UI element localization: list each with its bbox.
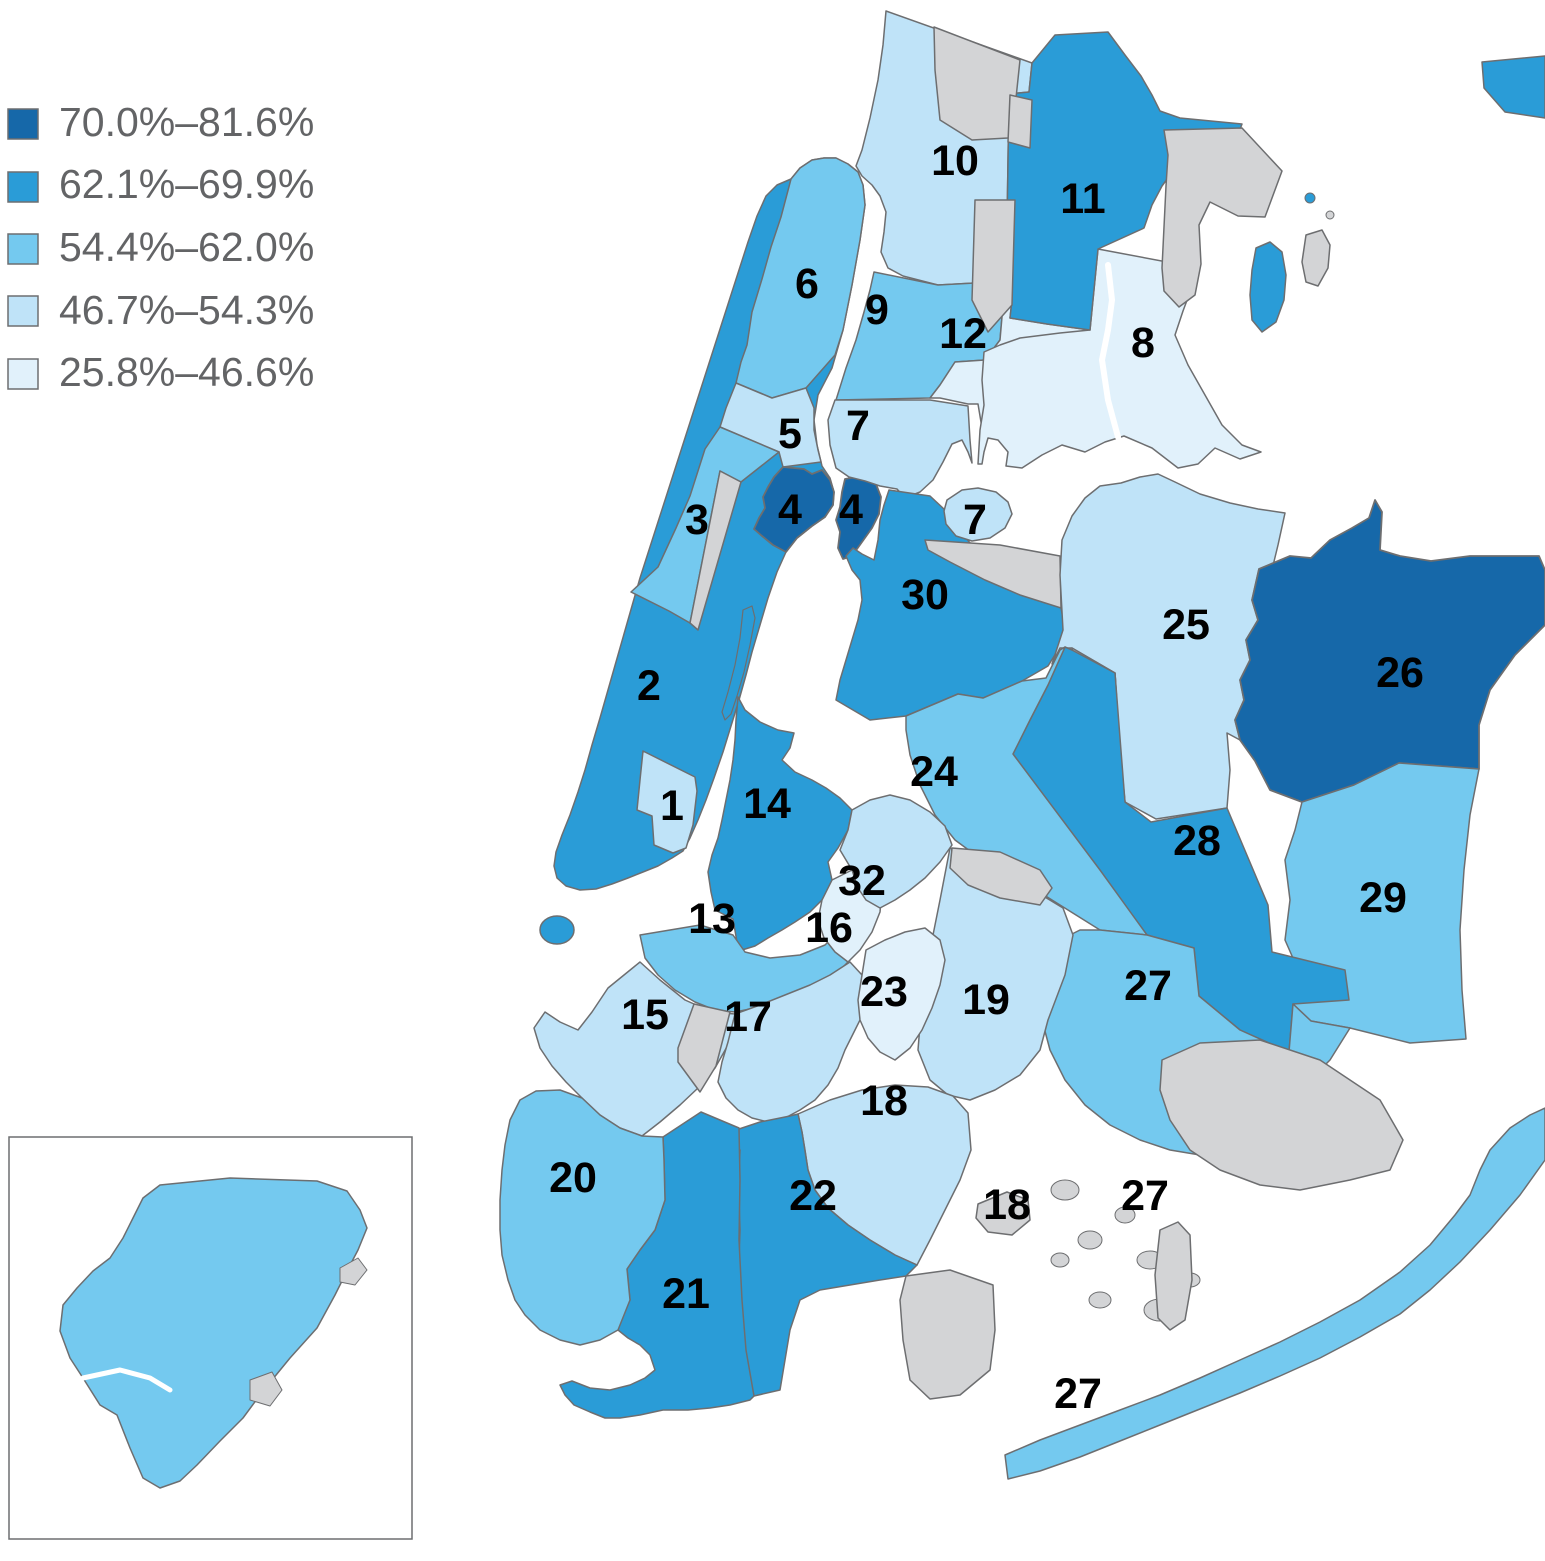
svg-text:5: 5 — [778, 410, 802, 458]
svg-text:16: 16 — [805, 904, 853, 952]
svg-text:30: 30 — [901, 571, 949, 619]
svg-text:19: 19 — [962, 976, 1010, 1024]
svg-text:2: 2 — [637, 662, 661, 710]
svg-text:8: 8 — [1131, 319, 1155, 367]
svg-text:27: 27 — [1054, 1370, 1102, 1418]
svg-text:11: 11 — [1060, 175, 1105, 223]
svg-text:4: 4 — [839, 486, 863, 534]
svg-text:3: 3 — [685, 496, 709, 544]
svg-text:20: 20 — [549, 1154, 597, 1202]
svg-text:7: 7 — [963, 496, 987, 544]
svg-text:15: 15 — [621, 991, 669, 1039]
svg-text:24: 24 — [910, 748, 958, 796]
svg-text:46.7%–54.3%: 46.7%–54.3% — [59, 287, 314, 333]
svg-text:70.0%–81.6%: 70.0%–81.6% — [59, 99, 314, 145]
svg-text:27: 27 — [1124, 962, 1172, 1010]
svg-text:13: 13 — [688, 895, 736, 943]
svg-text:21: 21 — [662, 1270, 710, 1318]
svg-text:17: 17 — [724, 993, 772, 1041]
svg-text:25.8%–46.6%: 25.8%–46.6% — [59, 349, 314, 395]
svg-text:18: 18 — [860, 1077, 908, 1125]
svg-text:22: 22 — [789, 1172, 837, 1220]
svg-text:32: 32 — [838, 857, 886, 905]
svg-text:26: 26 — [1376, 649, 1424, 697]
svg-text:1: 1 — [660, 782, 684, 830]
svg-text:29: 29 — [1359, 874, 1407, 922]
svg-text:23: 23 — [860, 968, 908, 1016]
svg-text:28: 28 — [1173, 817, 1221, 865]
svg-text:4: 4 — [778, 486, 802, 534]
svg-text:12: 12 — [939, 310, 987, 358]
svg-text:9: 9 — [865, 286, 889, 334]
svg-text:27: 27 — [1121, 1172, 1169, 1220]
svg-text:6: 6 — [795, 260, 819, 308]
svg-text:62.1%–69.9%: 62.1%–69.9% — [59, 161, 314, 207]
svg-text:10: 10 — [931, 137, 979, 185]
svg-text:18: 18 — [983, 1181, 1031, 1229]
svg-text:54.4%–62.0%: 54.4%–62.0% — [59, 224, 314, 270]
svg-text:14: 14 — [743, 780, 791, 828]
svg-text:7: 7 — [846, 402, 870, 450]
svg-text:25: 25 — [1162, 601, 1210, 649]
